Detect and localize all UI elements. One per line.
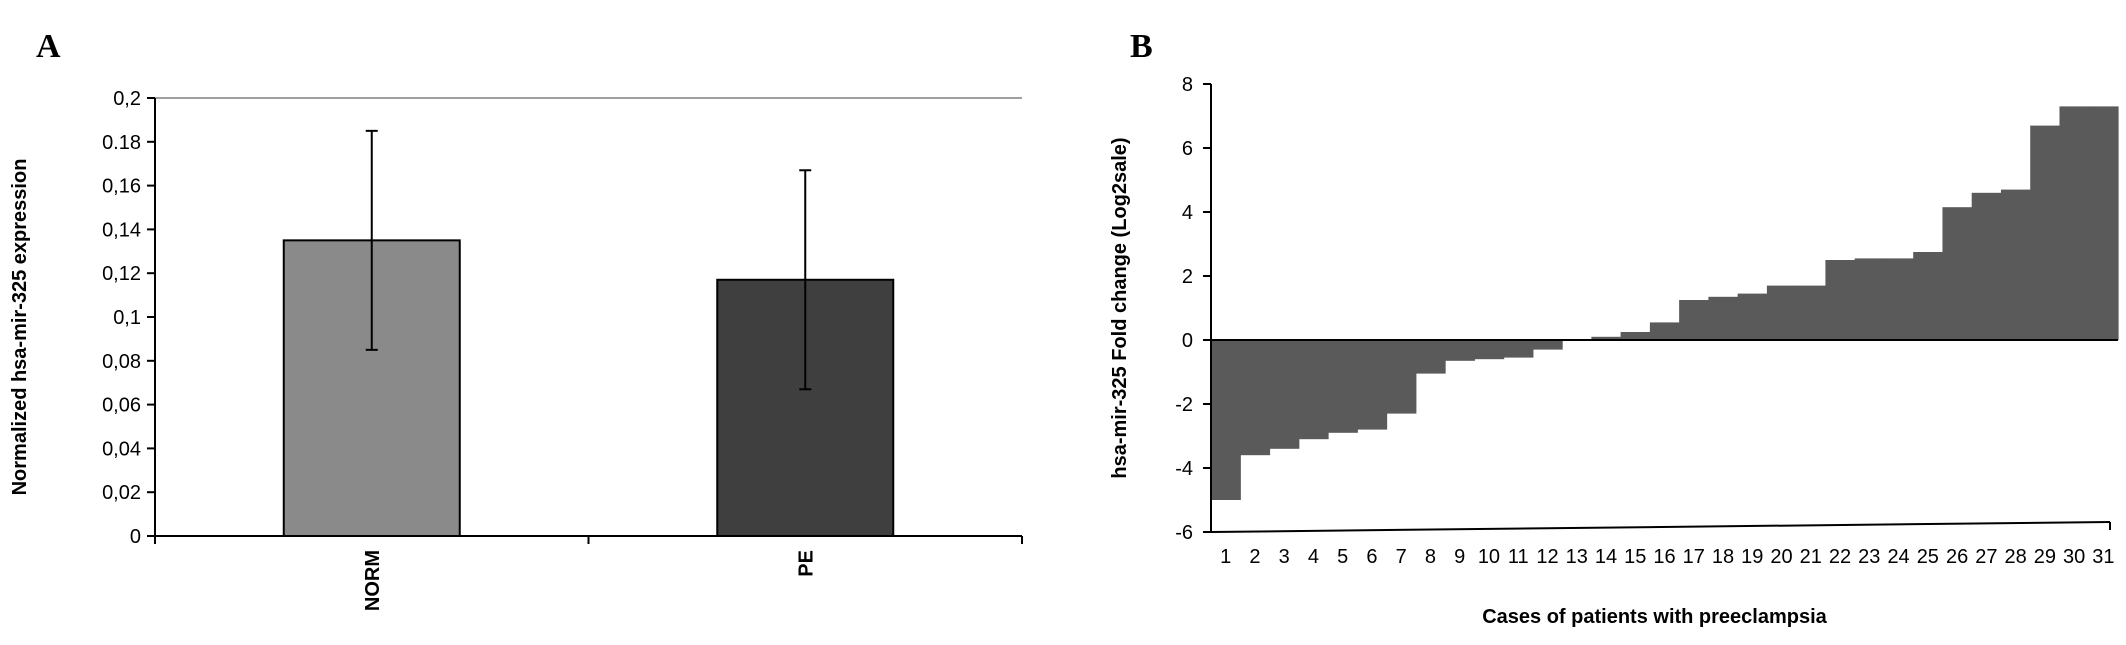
- waterfall-bar: [1708, 296, 1739, 340]
- y-tick-label: -2: [1175, 394, 1193, 416]
- y-axis-title: hsa-mir-325 Fold change (Log2sale): [1109, 137, 1131, 478]
- y-axis-title: Normalized hsa-mir-325 expression: [9, 159, 31, 496]
- x-tick-label: 4: [1308, 546, 1319, 568]
- x-tick-label: 17: [1683, 546, 1705, 568]
- y-tick-label: -6: [1175, 522, 1193, 544]
- waterfall-bar: [1825, 260, 1856, 340]
- waterfall-bar: [2088, 106, 2119, 341]
- x-tick-label: 16: [1653, 546, 1675, 568]
- y-tick-label: -4: [1175, 458, 1193, 480]
- x-tick-label: 25: [1917, 546, 1939, 568]
- x-tick-label: 8: [1425, 546, 1436, 568]
- x-tick-label: 14: [1595, 546, 1617, 568]
- waterfall-bar: [1503, 340, 1534, 358]
- x-tick-label: 29: [2034, 546, 2056, 568]
- y-tick-label: 0,04: [102, 438, 141, 460]
- panel-b-label: B: [1130, 28, 1153, 65]
- x-tick-label: 22: [1829, 546, 1851, 568]
- x-tick-label: 5: [1337, 546, 1348, 568]
- y-tick-label: 4: [1182, 202, 1193, 224]
- x-axis-line: [1210, 521, 2111, 533]
- waterfall-bar: [1328, 340, 1358, 433]
- waterfall-bar: [1269, 340, 1300, 449]
- x-tick-label: 9: [1454, 546, 1465, 568]
- y-tick-label: 0,12: [102, 263, 141, 285]
- x-axis-title: Cases of patients with preeclampsia: [1482, 606, 1827, 628]
- x-tick-label: 3: [1279, 546, 1290, 568]
- y-tick-label: 8: [1182, 74, 1193, 96]
- y-tick-label: 0,08: [102, 351, 141, 373]
- x-tick-label: 1: [1220, 546, 1231, 568]
- waterfall-bar: [1649, 322, 1680, 340]
- y-tick-label: 0,1: [113, 307, 141, 329]
- waterfall-bar: [1737, 293, 1768, 340]
- panel-a-label: A: [36, 28, 61, 65]
- y-tick-label: 0,14: [102, 219, 141, 241]
- x-tick-label: 6: [1366, 546, 1377, 568]
- waterfall-bar: [1415, 340, 1446, 374]
- x-tick-label: 10: [1478, 546, 1500, 568]
- x-tick-label: 20: [1770, 546, 1792, 568]
- y-tick-label: 0,2: [113, 88, 141, 110]
- waterfall-bar: [2030, 125, 2061, 340]
- waterfall-bar: [1942, 207, 1973, 340]
- x-tick-label: 13: [1566, 546, 1588, 568]
- waterfall-bar: [1620, 332, 1651, 340]
- x-tick-label: 15: [1624, 546, 1646, 568]
- x-tick-label: 30: [2063, 546, 2085, 568]
- x-tick-label: 18: [1712, 546, 1734, 568]
- waterfall-bar: [2000, 189, 2031, 340]
- waterfall-bar: [1240, 340, 1271, 456]
- waterfall-bar: [1211, 340, 1241, 500]
- y-tick-label: 0.18: [102, 132, 141, 154]
- y-tick-label: 0: [130, 526, 141, 548]
- waterfall-bar: [1913, 252, 1944, 340]
- x-tick-label: 11: [1508, 546, 1529, 568]
- waterfall-bar: [1883, 258, 1914, 340]
- waterfall-bar: [1445, 340, 1475, 361]
- x-tick-label: 26: [1946, 546, 1968, 568]
- x-tick-label: 21: [1800, 546, 1822, 568]
- waterfall-bar: [1854, 258, 1885, 340]
- x-tick-label: 28: [2004, 546, 2026, 568]
- waterfall-bar: [2059, 106, 2090, 341]
- x-tick-label: 19: [1741, 546, 1763, 568]
- x-tick-label: 27: [1975, 546, 1997, 568]
- waterfall-bar: [1298, 340, 1329, 440]
- y-tick-label: 0,06: [102, 395, 141, 417]
- y-tick-label: 2: [1182, 266, 1193, 288]
- waterfall-bar: [1357, 340, 1388, 430]
- x-tick-label: 12: [1536, 546, 1558, 568]
- y-tick-label: 0: [1182, 330, 1193, 352]
- waterfall-bar: [1796, 285, 1827, 340]
- waterfall-bar: [1386, 340, 1417, 414]
- waterfall-bar: [1679, 300, 1709, 340]
- x-tick-label: 23: [1858, 546, 1880, 568]
- x-category-label: PE: [795, 550, 817, 577]
- waterfall-bar: [1766, 285, 1797, 340]
- waterfall-bar: [1591, 336, 1622, 340]
- waterfall-bar: [1474, 340, 1505, 360]
- y-tick-label: 6: [1182, 138, 1193, 160]
- y-tick-label: 0,02: [102, 482, 141, 504]
- y-tick-label: 0,16: [102, 176, 141, 198]
- x-tick-label: 24: [1887, 546, 1909, 568]
- waterfall-bar: [1532, 340, 1563, 350]
- x-tick-label: 2: [1249, 546, 1260, 568]
- waterfall-bar: [1971, 192, 2002, 340]
- x-tick-label: 7: [1396, 546, 1407, 568]
- x-category-label: NORM: [362, 550, 384, 611]
- x-tick-label: 31: [2092, 546, 2114, 568]
